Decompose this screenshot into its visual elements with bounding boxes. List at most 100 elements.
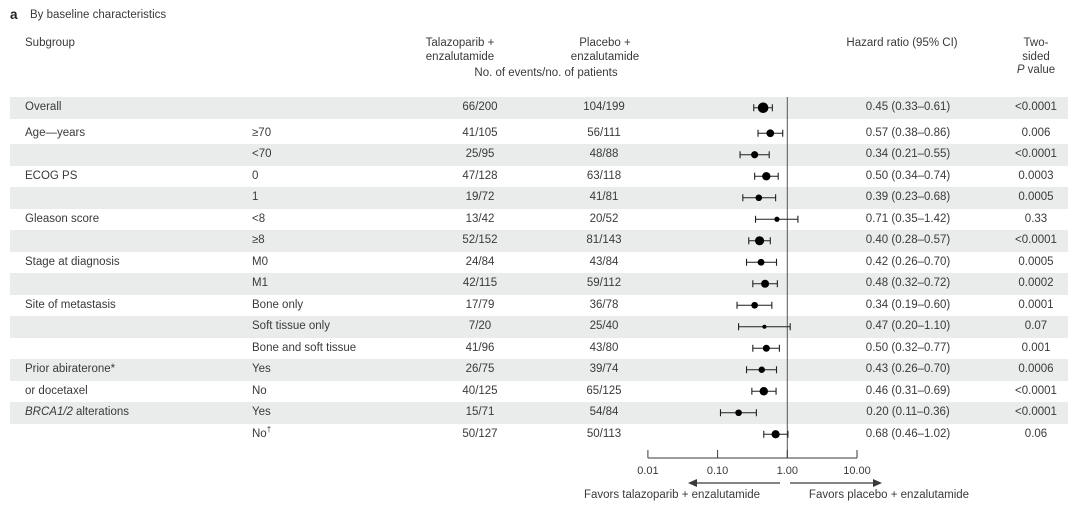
hazard-ratio-value: 0.71 (0.35–1.42) (865, 212, 951, 225)
placebo-events-value: 41/81 (589, 191, 619, 203)
row-group-text: or docetaxel (25, 384, 88, 397)
table-row: Prior abiraterone* Yes 26/75 39/74 0.43 … (0, 359, 1080, 381)
panel-title: By baseline characteristics (30, 9, 167, 21)
table-row: No† 50/127 50/113 0.68 (0.46–1.02) 0.06 (0, 424, 1080, 446)
row-group-label: Gleason score (25, 209, 99, 231)
row-level-text: ≥70 (252, 126, 272, 139)
placebo-events-value: 81/143 (586, 234, 622, 246)
row-group-label: BRCA1/2 alterations (25, 402, 129, 424)
talazoparib-events-value: 52/152 (462, 234, 498, 246)
talazoparib-events-value: 25/95 (465, 148, 495, 160)
row-level-label: Bone only (252, 295, 303, 317)
column-header-placebo: Placebo + enzalutamide (571, 37, 639, 64)
placebo-events-value: 25/40 (589, 320, 619, 332)
row-level-label: Yes (252, 359, 271, 381)
row-level-superscript: † (266, 424, 272, 434)
row-group-italic-text: BRCA1/2 (25, 406, 73, 418)
panel-letter: a (10, 7, 18, 22)
table-row: BRCA1/2 alterations Yes 15/71 54/84 0.20 … (0, 402, 1080, 424)
column-header-events: No. of events/no. of patients (474, 67, 618, 79)
p-value: 0.07 (1024, 320, 1048, 332)
hazard-ratio-value: 0.50 (0.34–0.74) (865, 169, 951, 182)
talazoparib-events-value: 7/20 (468, 320, 492, 332)
row-group-text: Site of metastasis (25, 298, 116, 311)
row-level-text: M1 (252, 277, 268, 289)
row-group-label: or docetaxel (25, 381, 88, 403)
column-header-placebo-line2: enzalutamide (570, 50, 640, 63)
placebo-events-value: 20/52 (589, 212, 619, 225)
talazoparib-events-value: 17/79 (465, 298, 495, 311)
row-group-text: ECOG PS (25, 169, 78, 182)
hazard-ratio-value: 0.34 (0.21–0.55) (865, 148, 951, 160)
placebo-events-value: 59/112 (586, 277, 622, 289)
hazard-ratio-value: 0.34 (0.19–0.60) (865, 298, 951, 311)
table-row: Bone and soft tissue 41/96 43/80 0.50 (0… (0, 338, 1080, 360)
p-value: 0.001 (1021, 341, 1051, 354)
column-header-talazoparib: Talazoparib + enzalutamide (426, 37, 495, 64)
column-header-talazoparib-line2: enzalutamide (425, 50, 495, 63)
p-value: 0.0005 (1018, 255, 1054, 268)
column-header-pvalue-line2: P value (1014, 64, 1058, 78)
row-level-label: ≥8 (252, 230, 265, 252)
row-level-label: ≥70 (252, 123, 271, 145)
placebo-events-value: 39/74 (589, 363, 619, 375)
pvalue-italic-p: P (1016, 64, 1025, 76)
row-group-label: Overall (25, 97, 61, 119)
placebo-events-value: 43/84 (589, 255, 619, 268)
favors-right-label: Favors placebo + enzalutamide (808, 489, 970, 501)
p-value: 0.0005 (1018, 191, 1054, 203)
p-value: <0.0001 (1015, 234, 1057, 246)
talazoparib-events-value: 24/84 (465, 255, 495, 268)
table-row: Age—years ≥70 41/105 56/111 0.57 (0.38–0… (0, 123, 1080, 145)
p-value: <0.0001 (1015, 384, 1057, 397)
column-header-subgroup: Subgroup (25, 37, 75, 49)
row-group-text: Prior abiraterone* (25, 363, 116, 375)
row-group-text: Overall (25, 101, 62, 113)
row-level-text: No (252, 384, 267, 397)
hazard-ratio-value: 0.68 (0.46–1.02) (865, 427, 951, 440)
talazoparib-events-value: 26/75 (465, 363, 495, 375)
table-row: Site of metastasis Bone only 17/79 36/78… (0, 295, 1080, 317)
talazoparib-events-value: 42/115 (462, 277, 498, 289)
p-value: 0.06 (1024, 427, 1048, 440)
row-level-text: Bone only (252, 298, 304, 311)
placebo-events-value: 104/199 (583, 101, 625, 113)
row-level-text: No (252, 427, 267, 440)
talazoparib-events-value: 40/125 (462, 384, 498, 397)
p-value: 0.33 (1024, 212, 1048, 225)
hazard-ratio-value: 0.45 (0.33–0.61) (865, 101, 951, 113)
row-level-text: Soft tissue only (252, 320, 330, 332)
p-value: 0.0006 (1018, 363, 1054, 375)
placebo-events-value: 43/80 (589, 341, 619, 354)
hazard-ratio-value: 0.39 (0.23–0.68) (865, 191, 951, 203)
hazard-ratio-value: 0.42 (0.26–0.70) (865, 255, 951, 268)
row-level-text: M0 (252, 255, 268, 268)
table-row: or docetaxel No 40/125 65/125 0.46 (0.31… (0, 381, 1080, 403)
row-level-text: Yes (252, 363, 271, 375)
row-level-text: 1 (252, 191, 259, 203)
row-group-text: Stage at diagnosis (25, 255, 120, 268)
column-header-pvalue: Two-sided P value (1014, 37, 1058, 78)
row-level-text: ≥8 (252, 234, 265, 246)
row-level-label: <70 (252, 144, 272, 166)
hazard-ratio-value: 0.20 (0.11–0.36) (866, 406, 950, 418)
row-level-label: 0 (252, 166, 258, 188)
p-value: 0.006 (1021, 126, 1051, 139)
talazoparib-events-value: 19/72 (465, 191, 495, 203)
table-row: M1 42/115 59/112 0.48 (0.32–0.72) 0.0002 (0, 273, 1080, 295)
favors-left-label: Favors talazoparib + enzalutamide (583, 489, 761, 501)
p-value: 0.0002 (1018, 277, 1054, 289)
hazard-ratio-value: 0.48 (0.32–0.72) (865, 277, 951, 289)
row-group-text: Age—years (25, 126, 86, 139)
row-level-text: 0 (252, 169, 259, 182)
p-value: 0.0003 (1018, 169, 1054, 182)
row-level-text: <8 (252, 212, 266, 225)
talazoparib-events-value: 15/71 (465, 406, 495, 418)
row-group-label: Stage at diagnosis (25, 252, 120, 274)
column-header-placebo-line1: Placebo + (579, 37, 631, 49)
table-row: ≥8 52/152 81/143 0.40 (0.28–0.57) <0.000… (0, 230, 1080, 252)
row-level-label: M0 (252, 252, 268, 274)
hazard-ratio-value: 0.43 (0.26–0.70) (865, 363, 951, 375)
